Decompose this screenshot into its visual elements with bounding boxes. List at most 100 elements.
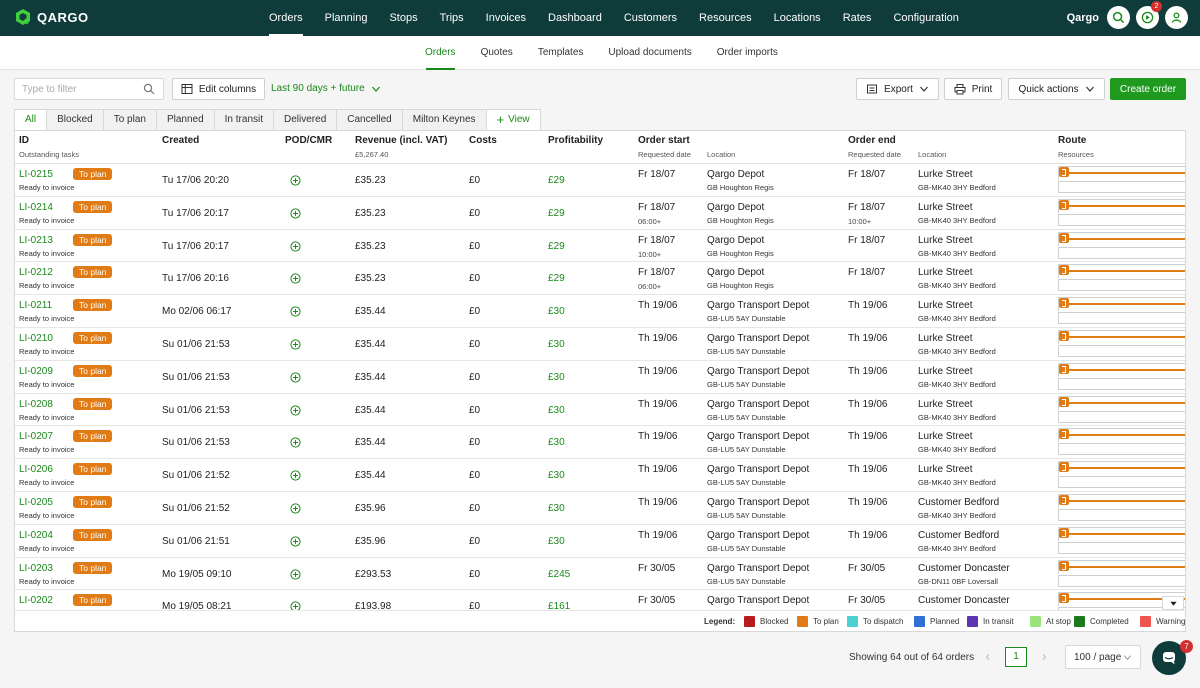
order-id-link[interactable]: LI-0207: [19, 431, 53, 443]
col-order-end[interactable]: Order end: [848, 135, 896, 146]
nav-invoices[interactable]: Invoices: [485, 12, 526, 24]
activity-button[interactable]: 2: [1136, 1, 1162, 29]
nav-trips[interactable]: Trips: [439, 12, 464, 24]
edit-columns-button[interactable]: Edit columns: [172, 78, 265, 100]
order-id-link[interactable]: LI-0211: [19, 300, 53, 312]
nav-resources[interactable]: Resources: [699, 12, 752, 24]
route-timeline[interactable]: [1058, 428, 1185, 456]
tab-view[interactable]: + View: [486, 109, 541, 131]
table-row[interactable]: LI-0207 To plan Ready to invoice Su 01/06 2…: [15, 426, 1185, 460]
table-row[interactable]: LI-0203 To plan Ready to invoice Mo 19/05 0…: [15, 558, 1185, 591]
route-timeline[interactable]: [1058, 362, 1185, 391]
order-id-link[interactable]: LI-0212: [19, 267, 53, 279]
export-button[interactable]: Export: [856, 78, 939, 100]
table-row[interactable]: LI-0213 To plan Ready to invoice Tu 17/06 2…: [15, 230, 1185, 263]
order-id-link[interactable]: LI-0208: [19, 398, 53, 410]
add-pod-icon[interactable]: [290, 339, 301, 350]
col-order-start[interactable]: Order start: [638, 135, 690, 146]
quick-actions-dropdown[interactable]: Quick actions: [1008, 78, 1105, 100]
order-id-link[interactable]: LI-0214: [19, 201, 53, 213]
route-timeline[interactable]: [1058, 395, 1185, 424]
scroll-down-button[interactable]: [1162, 596, 1184, 610]
date-range-dropdown[interactable]: Last 90 days + future: [271, 78, 381, 100]
add-pod-icon[interactable]: [290, 241, 301, 252]
tab-all[interactable]: All: [14, 109, 48, 131]
page-number-button[interactable]: 1: [1005, 647, 1027, 667]
add-pod-icon[interactable]: [290, 437, 301, 448]
route-timeline[interactable]: [1058, 198, 1185, 227]
route-timeline[interactable]: [1058, 166, 1185, 194]
add-pod-icon[interactable]: [290, 503, 301, 514]
col-revenue[interactable]: Revenue (incl. VAT): [355, 135, 448, 146]
add-pod-icon[interactable]: [290, 536, 301, 547]
nav-orders[interactable]: Orders: [258, 0, 314, 36]
route-timeline[interactable]: [1058, 493, 1185, 522]
nav-dashboard[interactable]: Dashboard: [548, 12, 602, 24]
col-costs[interactable]: Costs: [469, 135, 497, 146]
table-row[interactable]: LI-0204 To plan Ready to invoice Su 01/06 2…: [15, 525, 1185, 558]
col-id[interactable]: ID: [19, 135, 29, 146]
table-row[interactable]: LI-0214 To plan Ready to invoice Tu 17/06 2…: [15, 197, 1185, 230]
nav-stops[interactable]: Stops: [389, 12, 418, 24]
col-created[interactable]: Created: [162, 135, 200, 146]
subnav-quotes[interactable]: Quotes: [480, 47, 513, 58]
route-timeline[interactable]: [1058, 264, 1185, 292]
col-pod[interactable]: POD/CMR: [285, 135, 333, 146]
add-pod-icon[interactable]: [290, 273, 301, 284]
order-id-link[interactable]: LI-0202: [19, 595, 53, 607]
tab-in-transit[interactable]: In transit: [214, 109, 275, 131]
table-row[interactable]: LI-0211 To plan Ready to invoice Mo 02/06 0…: [15, 295, 1185, 328]
order-id-link[interactable]: LI-0213: [19, 234, 53, 246]
add-pod-icon[interactable]: [290, 175, 301, 186]
table-row[interactable]: LI-0209 To plan Ready to invoice Su 01/06 2…: [15, 361, 1185, 394]
route-timeline[interactable]: [1058, 461, 1185, 489]
nav-locations[interactable]: Locations: [773, 12, 821, 24]
nav-customers[interactable]: Customers: [623, 12, 678, 24]
tab-delivered[interactable]: Delivered: [274, 109, 338, 131]
subnav-upload-documents[interactable]: Upload documents: [608, 47, 692, 58]
nav-configuration[interactable]: Configuration: [893, 12, 959, 24]
user-profile-button[interactable]: [1165, 6, 1188, 29]
order-id-link[interactable]: LI-0204: [19, 529, 53, 541]
order-id-link[interactable]: LI-0210: [19, 332, 53, 344]
add-pod-icon[interactable]: [290, 568, 301, 580]
brand-logo[interactable]: QARGO: [14, 8, 89, 26]
order-id-link[interactable]: LI-0203: [19, 562, 53, 574]
prev-page-button[interactable]: [980, 647, 996, 667]
create-order-button[interactable]: Create order: [1110, 78, 1186, 100]
tab-milton-keynes[interactable]: Milton Keynes: [402, 109, 487, 131]
nav-planning[interactable]: Planning: [324, 12, 368, 24]
subnav-templates[interactable]: Templates: [537, 47, 584, 58]
add-pod-icon[interactable]: [290, 470, 301, 481]
table-row[interactable]: LI-0212 To plan Ready to invoice Tu 17/06 2…: [15, 262, 1185, 296]
order-id-link[interactable]: LI-0215: [19, 169, 53, 180]
order-id-link[interactable]: LI-0205: [19, 496, 53, 508]
order-id-link[interactable]: LI-0206: [19, 464, 53, 476]
table-row[interactable]: LI-0205 To plan Ready to invoice Su 01/06 2…: [15, 492, 1185, 525]
add-pod-icon[interactable]: [290, 208, 301, 219]
route-timeline[interactable]: [1058, 526, 1185, 555]
subnav-order-imports[interactable]: Order imports: [716, 47, 778, 58]
route-timeline[interactable]: [1058, 231, 1185, 260]
add-pod-icon[interactable]: [290, 306, 301, 317]
filter-field[interactable]: [14, 78, 164, 100]
filter-input[interactable]: [15, 79, 135, 99]
nav-rates[interactable]: Rates: [842, 12, 872, 24]
add-pod-icon[interactable]: [290, 372, 301, 383]
tab-cancelled[interactable]: Cancelled: [337, 109, 403, 131]
next-page-button[interactable]: [1036, 647, 1052, 667]
route-timeline[interactable]: [1058, 329, 1185, 358]
subnav-orders[interactable]: Orders: [414, 36, 467, 70]
global-search-button[interactable]: [1107, 6, 1130, 29]
tab-planned[interactable]: Planned: [156, 109, 215, 131]
print-button[interactable]: Print: [944, 78, 1002, 100]
order-id-link[interactable]: LI-0209: [19, 365, 53, 377]
table-row[interactable]: LI-0208 To plan Ready to invoice Su 01/06 2…: [15, 394, 1185, 427]
route-timeline[interactable]: [1058, 297, 1185, 325]
table-row[interactable]: LI-0206 To plan Ready to invoice Su 01/06 2…: [15, 459, 1185, 492]
table-row[interactable]: LI-0210 To plan Ready to invoice Su 01/06 2…: [15, 328, 1185, 361]
col-profitability[interactable]: Profitability: [548, 135, 604, 146]
page-size-select[interactable]: 100 / page: [1065, 645, 1141, 669]
tab-to-plan[interactable]: To plan: [103, 109, 157, 131]
tab-blocked[interactable]: Blocked: [47, 109, 104, 131]
